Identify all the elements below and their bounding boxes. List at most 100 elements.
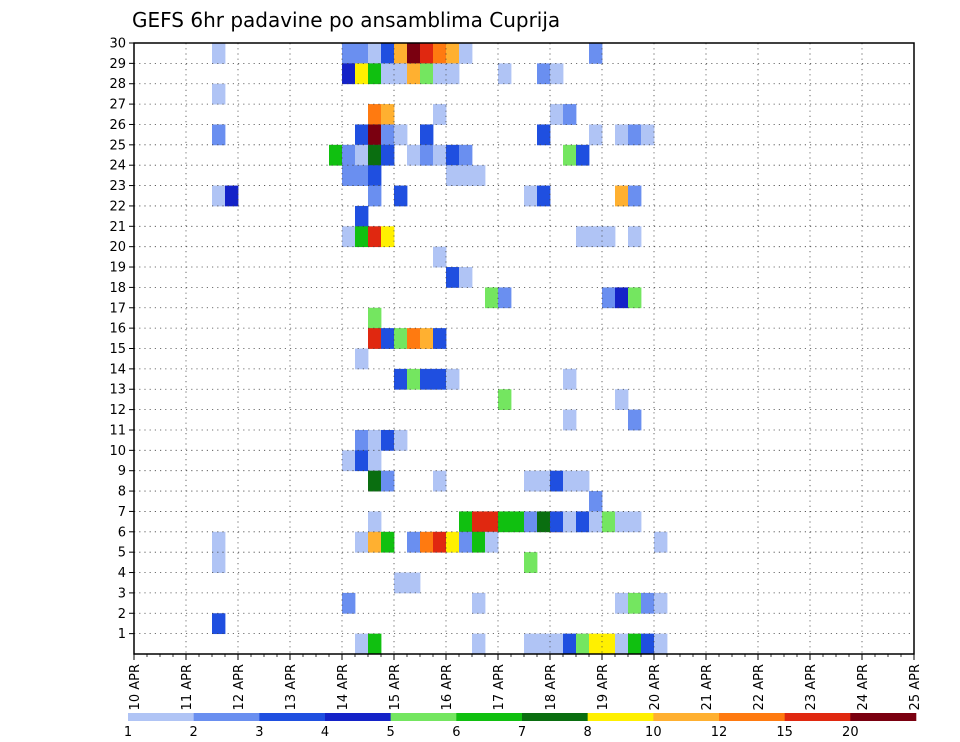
heatmap-cell [355,226,369,248]
heatmap-cell [394,43,408,64]
heatmap-cell [576,470,590,492]
legend-swatch [325,713,391,721]
heatmap-cell [602,633,616,655]
heatmap-cell [524,552,538,573]
heatmap-cell [589,124,603,146]
heatmap-cell [420,368,434,390]
heatmap-cell [212,531,226,553]
heatmap-cell [368,328,382,349]
heatmap-cell [615,287,629,309]
heatmap-cell [420,328,434,349]
heatmap-cell [563,633,577,655]
y-tick-label: 8 [118,485,126,500]
heatmap-cell [368,43,382,64]
heatmap-cell [524,470,538,492]
heatmap-cell [628,185,642,207]
x-tick-label: 12 APR [232,664,247,710]
heatmap-cell [459,511,473,533]
heatmap-cell [537,511,551,533]
y-tick-label: 12 [109,403,126,418]
x-tick-label: 14 APR [336,664,351,710]
heatmap-cell [446,63,460,85]
heatmap-cell [654,592,668,614]
heatmap-cell [420,43,434,64]
heatmap-cell [381,124,395,146]
legend-label: 2 [190,725,198,740]
legend-swatch [456,713,523,721]
legend-label: 15 [776,725,793,740]
x-tick-label: 16 APR [440,664,455,710]
heatmap-cell [407,328,421,349]
heatmap-cell [368,429,382,451]
heatmap-cell [563,409,577,431]
heatmap-cell [446,531,460,553]
legend-swatch [522,713,588,721]
heatmap-cell [615,124,629,146]
heatmap-cell [524,185,538,207]
heatmap-cell [433,43,447,64]
heatmap-cell [550,511,564,533]
heatmap-cell [433,144,447,166]
heatmap-cell [407,368,421,390]
x-tick-label: 13 APR [284,664,299,710]
heatmap-cell [394,63,408,85]
legend-label: 5 [387,725,395,740]
heatmap-cell [615,633,629,655]
heatmap-cell [563,511,577,533]
heatmap-cell [381,104,395,125]
heatmap-cell [589,633,603,655]
y-tick-label: 22 [109,199,126,214]
legend-label: 1 [124,725,132,740]
x-tick-label: 22 APR [752,664,767,710]
heatmap-cell [381,144,395,166]
heatmap-cell [381,226,395,248]
heatmap-cell [342,592,356,614]
heatmap-cell [355,43,369,64]
y-tick-label: 19 [109,261,126,276]
heatmap-cell [641,124,655,146]
heatmap-cell [212,613,226,635]
heatmap-cell [355,144,369,166]
heatmap-cell [537,470,551,492]
heatmap-cell [641,592,655,614]
heatmap-cell [563,144,577,166]
heatmap-cell [524,633,538,655]
x-tick-label: 23 APR [804,664,819,710]
y-tick-label: 3 [118,586,126,601]
heatmap-cell [550,470,564,492]
grid-lines [134,43,914,654]
legend-swatch [587,713,654,721]
legend-label: 7 [518,725,526,740]
heatmap-cell [498,389,512,410]
heatmap-cell [654,633,668,655]
y-tick-label: 16 [109,322,126,337]
x-tick-label: 24 APR [856,664,871,710]
heatmap-cell [472,633,486,655]
heatmap-cell [524,511,538,533]
heatmap-cell [589,511,603,533]
heatmap-cell [342,450,356,472]
heatmap-cell [563,104,577,125]
heatmap-cell [628,409,642,431]
legend-label: 20 [842,725,859,740]
heatmap-cell [212,83,226,105]
heatmap-cell [368,531,382,553]
heatmap-cell [355,450,369,472]
heatmap-cell [446,267,460,288]
heatmap-cell [498,511,512,533]
heatmap-cell [394,368,408,390]
y-tick-label: 29 [109,57,126,72]
heatmap-cell [615,592,629,614]
y-tick-label: 28 [109,77,126,92]
heatmap-cell [381,328,395,349]
y-tick-label: 14 [109,362,126,377]
heatmap-cell [355,429,369,451]
heatmap-cell [355,633,369,655]
heatmap-cell [472,511,486,533]
legend-swatch [719,713,785,721]
legend-swatch [850,713,917,721]
heatmap-cell [602,226,616,248]
y-tick-label: 2 [118,607,126,622]
heatmap-cell [355,124,369,146]
heatmap-cell [368,185,382,207]
